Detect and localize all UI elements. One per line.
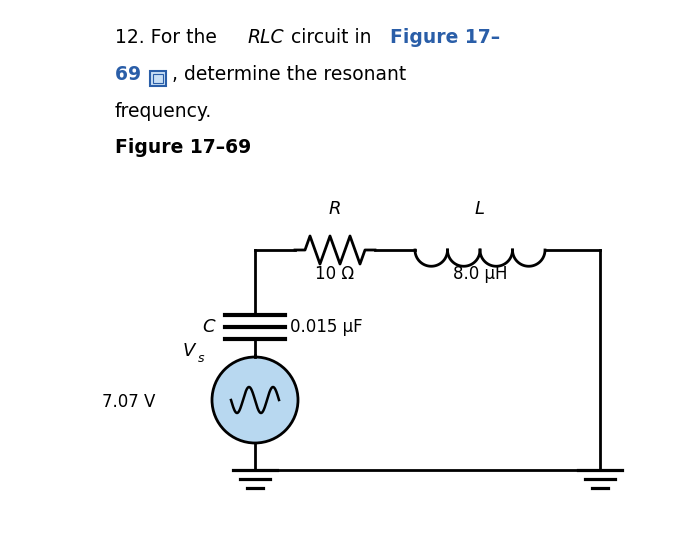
Text: 0.015 μF: 0.015 μF xyxy=(290,318,363,336)
Text: 12. For the: 12. For the xyxy=(115,28,223,47)
Text: 8.0 μH: 8.0 μH xyxy=(453,265,508,283)
Text: Figure 17–: Figure 17– xyxy=(390,28,500,47)
Text: C: C xyxy=(202,318,215,336)
FancyBboxPatch shape xyxy=(150,71,166,86)
Text: L: L xyxy=(475,200,485,218)
Text: RLC: RLC xyxy=(248,28,285,47)
Text: Figure 17–69: Figure 17–69 xyxy=(115,138,251,157)
Text: frequency.: frequency. xyxy=(115,102,212,121)
Text: s: s xyxy=(198,352,204,365)
FancyBboxPatch shape xyxy=(153,74,163,83)
Text: 7.07 V: 7.07 V xyxy=(102,393,155,411)
Text: , determine the resonant: , determine the resonant xyxy=(172,65,406,84)
Text: R: R xyxy=(329,200,342,218)
Circle shape xyxy=(212,357,298,443)
Text: circuit in: circuit in xyxy=(285,28,377,47)
Text: V: V xyxy=(183,342,195,360)
Text: 69: 69 xyxy=(115,65,148,84)
Text: 10 Ω: 10 Ω xyxy=(316,265,355,283)
